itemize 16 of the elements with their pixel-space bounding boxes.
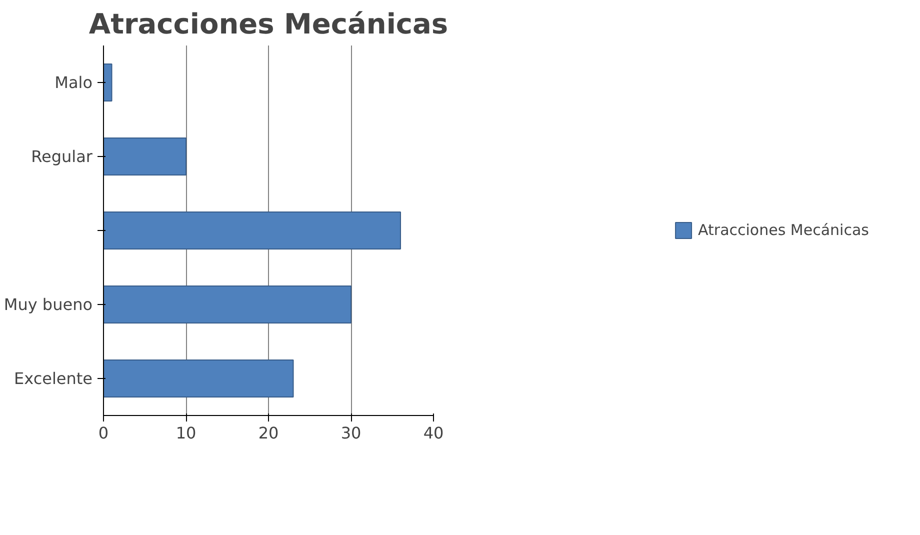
y-tick-label: Muy bueno (4, 295, 93, 314)
x-tick-label: 30 (340, 424, 362, 442)
bar (104, 360, 294, 398)
bar (104, 64, 112, 102)
y-tick-label: Malo (54, 73, 92, 92)
bar (104, 138, 186, 176)
y-tick-label: Regular (31, 147, 93, 166)
x-tick-label: 0 (98, 424, 109, 442)
x-tick-label: 10 (176, 424, 196, 442)
x-tick-label: 40 (423, 424, 444, 442)
chart-title: Atracciones Mecánicas (88, 8, 448, 40)
bar (104, 286, 352, 324)
x-tick-label: 20 (258, 424, 279, 442)
legend-label: Atracciones Mecánicas (698, 221, 869, 239)
y-tick-label: Excelente (14, 369, 92, 388)
bar (104, 212, 401, 250)
